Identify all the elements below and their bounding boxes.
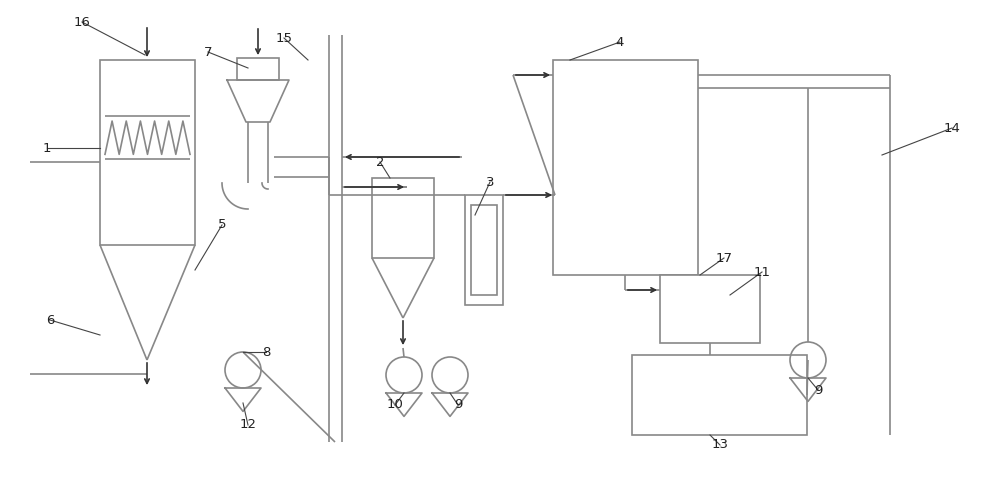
Text: 7: 7 (204, 45, 212, 58)
Bar (465, 195, 503, 305)
Bar (553, 60, 698, 275)
Text: 11: 11 (754, 266, 770, 279)
Bar (660, 275, 760, 343)
Text: 10: 10 (387, 399, 403, 412)
Bar (372, 178, 434, 258)
Text: 3: 3 (486, 175, 494, 188)
Text: 1: 1 (43, 142, 51, 155)
Text: 16: 16 (74, 15, 90, 28)
Bar (100, 60, 195, 245)
Text: 15: 15 (276, 31, 292, 44)
Text: 5: 5 (218, 218, 226, 231)
Text: 6: 6 (46, 313, 54, 326)
Text: 9: 9 (454, 399, 462, 412)
Text: 13: 13 (712, 439, 728, 452)
Text: 12: 12 (240, 418, 256, 431)
Text: 4: 4 (616, 36, 624, 49)
Bar (471, 205, 497, 295)
Bar (237, 58, 279, 80)
Text: 17: 17 (716, 252, 732, 265)
Text: 14: 14 (944, 121, 960, 134)
Bar (632, 355, 807, 435)
Text: 2: 2 (376, 156, 384, 169)
Text: 9: 9 (814, 384, 822, 397)
Text: 8: 8 (262, 346, 270, 359)
